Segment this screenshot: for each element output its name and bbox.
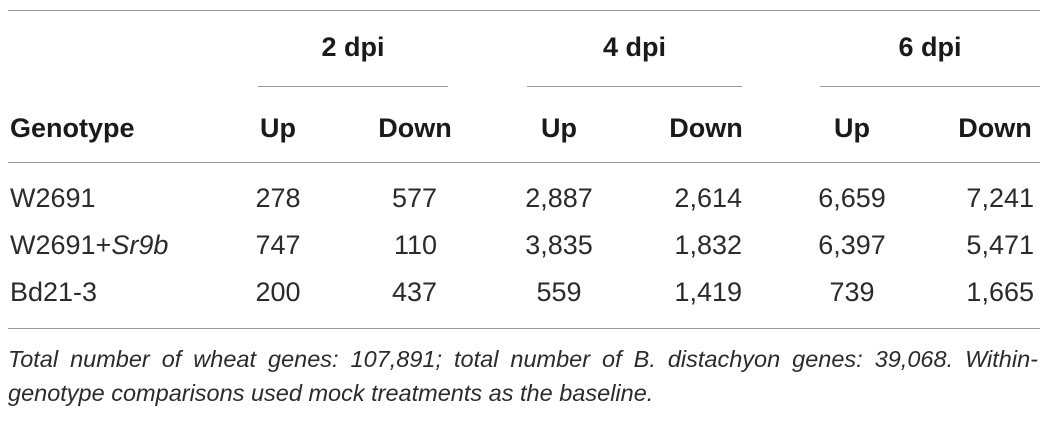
column-header-up-4dpi: Up (541, 113, 577, 143)
row-3-up-4dpi: 559 (536, 277, 582, 307)
row-1-up-2dpi: 278 (255, 183, 301, 213)
column-header-down-4dpi: Down (669, 113, 743, 143)
group-6dpi-underline (820, 86, 1040, 87)
row-1-up-4dpi: 2,887 (525, 183, 593, 213)
row-1-down-2dpi: 577 (391, 183, 437, 213)
row-2-down-2dpi: 110 (393, 230, 437, 260)
row-1-genotype: W2691 (10, 183, 96, 213)
row-2-genotype: W2691+Sr9b (10, 230, 169, 260)
column-header-up-2dpi: Up (260, 113, 296, 143)
group-header-4dpi: 4 dpi (602, 32, 666, 62)
group-2dpi-underline (258, 86, 448, 87)
row-1-down-6dpi: 7,241 (966, 183, 1034, 213)
column-header-genotype: Genotype (10, 113, 135, 143)
group-header-6dpi: 6 dpi (898, 32, 962, 62)
table-footnote: Total number of wheat genes: 107,891; to… (8, 346, 1038, 406)
group-header-2dpi: 2 dpi (321, 32, 385, 62)
column-header-down-2dpi: Down (378, 113, 452, 143)
row-2-up-2dpi: 747 (255, 230, 301, 260)
row-2-up-4dpi: 3,835 (525, 230, 593, 260)
row-3-up-2dpi: 200 (255, 277, 301, 307)
row-3-down-4dpi: 1,419 (674, 277, 742, 307)
row-2-down-4dpi: 1,832 (674, 230, 742, 260)
row-2-up-6dpi: 6,397 (818, 230, 886, 260)
row-3-down-6dpi: 1,665 (966, 277, 1034, 307)
header-rule (8, 162, 1040, 163)
row-1-up-6dpi: 6,659 (818, 183, 886, 213)
row-3-genotype: Bd21-3 (10, 277, 98, 307)
row-1-down-4dpi: 2,614 (674, 183, 742, 213)
row-3-down-2dpi: 437 (391, 277, 437, 307)
bottom-rule (8, 328, 1040, 329)
column-header-up-6dpi: Up (834, 113, 870, 143)
group-4dpi-underline (527, 86, 742, 87)
column-header-down-6dpi: Down (958, 113, 1032, 143)
row-2-down-6dpi: 5,471 (966, 230, 1034, 260)
row-3-up-6dpi: 739 (829, 277, 875, 307)
top-rule (8, 10, 1040, 11)
